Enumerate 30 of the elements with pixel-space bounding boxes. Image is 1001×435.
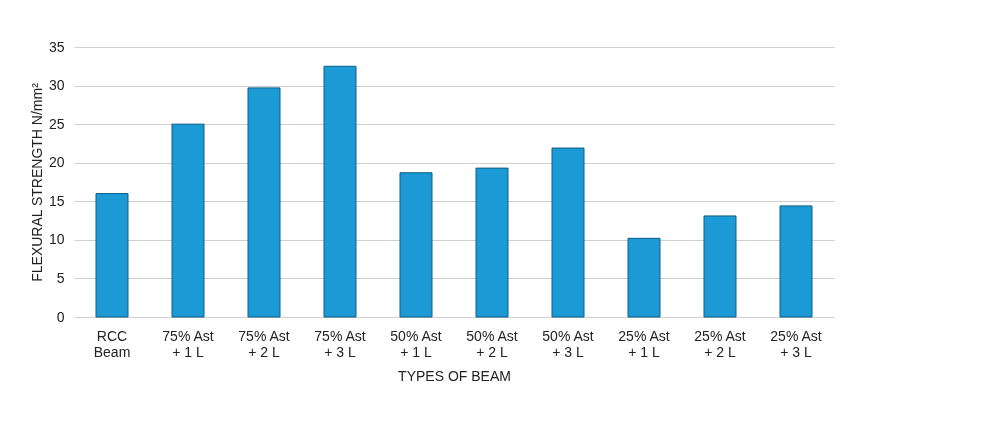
x-tick-label: 75% Ast + 3 L bbox=[314, 327, 366, 360]
x-tick-label: 25% Ast + 3 L bbox=[770, 327, 822, 360]
bar bbox=[703, 215, 737, 318]
x-tick-label: 25% Ast + 2 L bbox=[694, 327, 746, 360]
x-tick-label: 75% Ast + 2 L bbox=[238, 327, 290, 360]
y-axis-title: FLEXURAL STRENGTH N/mm² bbox=[28, 82, 45, 282]
bar bbox=[171, 123, 205, 318]
bar bbox=[551, 147, 585, 318]
bar bbox=[247, 87, 281, 318]
x-tick-label: 25% Ast + 1 L bbox=[618, 327, 670, 360]
bar bbox=[399, 172, 433, 318]
y-tick-label: 20 bbox=[48, 154, 65, 171]
y-tick-label: 15 bbox=[48, 192, 65, 209]
y-tick-label: 35 bbox=[48, 38, 65, 55]
x-tick-label: 75% Ast + 1 L bbox=[162, 327, 214, 360]
x-tick-label: 50% Ast + 2 L bbox=[466, 327, 518, 360]
y-tick-label: 5 bbox=[56, 269, 65, 286]
bar bbox=[323, 65, 357, 318]
x-tick-label: 50% Ast + 1 L bbox=[390, 327, 442, 360]
bar bbox=[475, 167, 509, 318]
y-tick-label: 0 bbox=[56, 308, 65, 325]
bar bbox=[627, 237, 661, 318]
x-axis-title: TYPES OF BEAM bbox=[398, 367, 511, 384]
bar bbox=[779, 205, 813, 318]
x-tick-label: 50% Ast + 3 L bbox=[542, 327, 594, 360]
y-tick-label: 10 bbox=[48, 231, 65, 248]
y-tick-label: 25 bbox=[48, 115, 65, 132]
x-tick-label: RCC Beam bbox=[93, 327, 131, 360]
y-tick-label: 30 bbox=[48, 77, 65, 94]
bar bbox=[95, 193, 129, 318]
